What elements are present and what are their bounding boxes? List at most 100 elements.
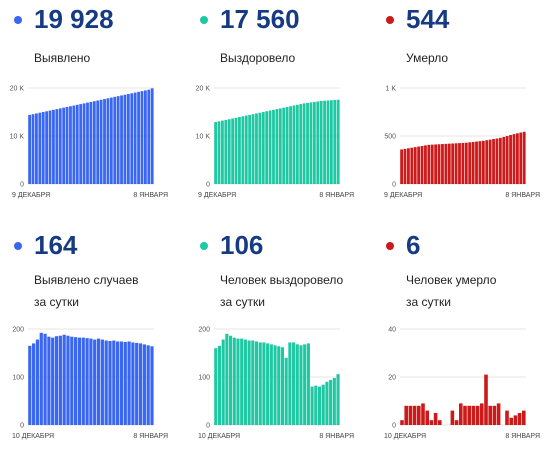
bar <box>240 338 244 425</box>
bar <box>433 413 438 425</box>
y-tick-label: 10 K <box>196 134 211 141</box>
bar <box>43 333 47 425</box>
bar <box>266 343 270 425</box>
y-tick-label: 0 <box>20 182 24 189</box>
bar <box>142 344 146 425</box>
y-tick-label: 100 <box>198 375 210 382</box>
bar <box>280 347 285 425</box>
bar <box>70 336 74 425</box>
bar <box>150 88 154 184</box>
bar <box>303 344 307 425</box>
bar <box>468 142 472 184</box>
x-tick-label-end: 8 ЯНВАРЯ <box>319 192 354 199</box>
bar <box>261 112 265 184</box>
bar <box>316 101 320 184</box>
bar <box>400 149 404 184</box>
bar <box>251 114 255 184</box>
bar <box>269 344 273 425</box>
total-value: 19 928 <box>34 4 114 34</box>
bar <box>39 332 43 425</box>
bar <box>224 119 228 184</box>
bar <box>55 109 59 184</box>
caption: Выздоровело <box>220 47 295 69</box>
bar <box>424 145 427 184</box>
bar <box>272 109 275 184</box>
bar <box>403 148 407 184</box>
bar <box>421 403 425 425</box>
y-tick-label: 0 <box>206 182 210 189</box>
bar <box>96 100 100 184</box>
bar <box>131 342 135 425</box>
bar <box>475 405 480 425</box>
bar <box>38 112 42 184</box>
bar <box>48 110 52 184</box>
bar <box>103 99 106 184</box>
bar <box>265 111 269 184</box>
bar <box>58 108 62 184</box>
y-tick-label: 20 K <box>10 86 25 93</box>
y-tick-label: 0 <box>20 423 24 430</box>
bar <box>299 345 303 425</box>
y-tick-label: 40 <box>388 327 396 334</box>
bar <box>488 405 492 425</box>
bar <box>333 100 337 184</box>
y-tick-label: 0 <box>206 423 210 430</box>
caption: Человек умерло за сутки <box>406 269 496 313</box>
bar <box>461 142 465 184</box>
bar <box>69 106 72 184</box>
bar <box>505 136 509 184</box>
panel-died: 544 Умерло 0 500 1 K 9 ДЕКАБРЯ 8 ЯНВАРЯ <box>372 0 552 220</box>
x-tick-label-end: 8 ЯНВАРЯ <box>133 192 168 199</box>
series-dot <box>200 242 208 250</box>
bar <box>74 337 78 425</box>
bar <box>464 142 468 184</box>
bar <box>229 335 233 425</box>
bar <box>221 120 224 184</box>
bar <box>517 413 522 425</box>
bar <box>326 100 330 184</box>
total-value: 106 <box>220 230 264 260</box>
bar <box>492 405 497 425</box>
bar <box>332 377 336 425</box>
caption-line: Человек умерло <box>406 273 497 287</box>
caption-line: за сутки <box>220 295 265 309</box>
bar <box>258 112 262 184</box>
bar <box>407 148 410 184</box>
bar <box>519 132 523 184</box>
bar <box>255 113 258 184</box>
bar <box>302 103 306 184</box>
bar <box>488 139 492 184</box>
y-tick-label: 1 K <box>385 86 396 93</box>
bar <box>292 342 296 425</box>
bar <box>254 341 259 425</box>
bar <box>241 116 245 184</box>
bar <box>295 344 299 425</box>
bar <box>66 335 70 425</box>
bar <box>236 338 240 425</box>
bar <box>447 143 451 184</box>
series-dot <box>386 242 394 250</box>
series-dot <box>14 16 22 24</box>
bar <box>146 345 150 425</box>
chart: 0 20 40 10 ДЕКАБРЯ 8 ЯНВАРЯ <box>384 327 540 441</box>
bar <box>289 106 292 184</box>
bar <box>243 339 247 425</box>
bar <box>54 336 59 425</box>
bar <box>495 138 499 184</box>
bar <box>295 104 299 184</box>
bar <box>143 90 147 184</box>
bar <box>227 119 231 184</box>
bar <box>126 94 130 184</box>
bar <box>89 338 93 425</box>
caption: Человек выздоровело за сутки <box>220 269 343 313</box>
bar <box>438 420 442 425</box>
y-tick-label: 20 K <box>196 86 211 93</box>
bar <box>284 357 288 425</box>
bar <box>41 112 45 184</box>
y-tick-label: 100 <box>12 375 24 382</box>
bar <box>217 121 221 184</box>
chart: 0 100 200 10 ДЕКАБРЯ 8 ЯНВАРЯ <box>198 327 354 441</box>
bar <box>325 381 329 425</box>
bar <box>459 403 463 425</box>
caption-line: Человек выздоровело <box>220 273 344 287</box>
